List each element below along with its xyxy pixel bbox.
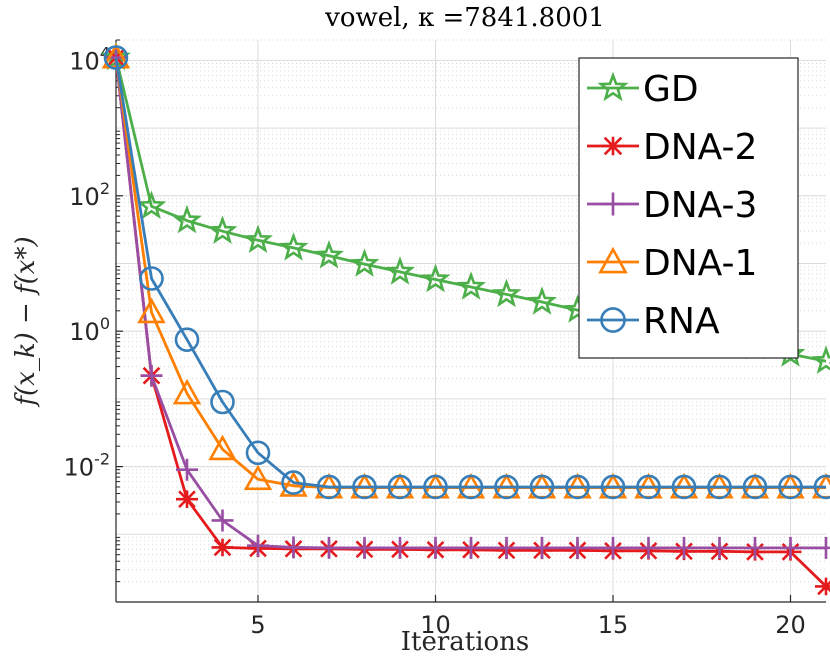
circle-marker [742, 474, 768, 500]
circle-marker [210, 389, 235, 415]
plus-marker [673, 536, 695, 559]
x-tick-label: 10 [420, 611, 451, 639]
star-marker [314, 240, 344, 269]
star-marker [172, 204, 202, 234]
plus-marker [744, 536, 766, 559]
circle-marker [139, 266, 164, 291]
circle-marker [636, 474, 661, 500]
plus-marker [140, 364, 163, 387]
asterisk-marker [601, 136, 625, 156]
circle-marker [529, 474, 555, 500]
plus-marker [282, 536, 305, 559]
star-marker [278, 232, 309, 261]
star-marker [349, 248, 380, 277]
circle-marker [174, 327, 200, 352]
star-marker [207, 215, 238, 244]
circle-marker [423, 474, 448, 500]
plus-marker [566, 536, 589, 559]
x-tick-label: 20 [775, 611, 806, 639]
star-marker [420, 263, 451, 293]
plus-marker [602, 536, 624, 559]
circle-marker [316, 474, 342, 500]
triangle-marker [598, 246, 628, 274]
plus-marker [815, 536, 830, 559]
circle-marker [565, 474, 590, 500]
circle-marker [458, 474, 484, 500]
plus-marker [318, 536, 340, 559]
star-marker [136, 190, 167, 220]
circle-marker [352, 474, 377, 500]
x-axis-label: Iterations [401, 627, 530, 656]
y-tick-label: 10-2 [64, 450, 111, 482]
star-marker [597, 71, 629, 102]
circle-marker [600, 307, 626, 333]
series-lines [101, 41, 830, 596]
legend-label: RNA [643, 301, 720, 342]
asterisk-marker [176, 490, 198, 509]
circle-marker [387, 474, 413, 500]
legend-entry-dna-2: DNA-2 [587, 127, 757, 168]
y-tick-label: 102 [69, 179, 110, 211]
circle-marker [671, 474, 697, 500]
plus-marker [424, 536, 447, 559]
plus-marker [460, 536, 482, 559]
star-marker [811, 345, 830, 374]
circle-marker [245, 440, 271, 466]
star-marker [385, 256, 415, 285]
circle-marker [281, 470, 306, 495]
circle-marker [600, 474, 626, 500]
plus-marker [637, 536, 660, 559]
y-axis-label: f(x_k) − f(x*) [11, 236, 41, 407]
plus-marker [176, 458, 198, 481]
plus-marker [389, 536, 411, 559]
triangle-marker [172, 378, 202, 405]
chart-title: vowel, κ =7841.8001 [324, 3, 605, 33]
circle-marker [494, 474, 519, 500]
plus-marker [779, 536, 802, 559]
plus-marker [495, 536, 518, 559]
circle-marker [778, 474, 803, 500]
triangle-marker [208, 434, 237, 461]
legend-entry-rna: RNA [587, 301, 720, 342]
asterisk-marker [815, 577, 830, 596]
triangle-marker [243, 464, 273, 491]
plus-marker [247, 534, 269, 557]
x-tick-label: 5 [250, 611, 265, 639]
series-rna [103, 45, 830, 500]
legend-label: GD [643, 69, 699, 110]
star-marker [456, 271, 486, 300]
circle-marker [707, 474, 732, 500]
x-tick-label: 15 [598, 611, 629, 639]
series-dna-3 [105, 46, 830, 559]
legend-label: DNA-3 [643, 185, 757, 226]
plus-marker [531, 536, 553, 559]
star-marker [527, 286, 557, 315]
y-tick-label: 100 [69, 314, 110, 346]
legend-entry-dna-1: DNA-1 [587, 243, 757, 284]
triangle-marker [137, 297, 166, 324]
triangle-marker [101, 42, 131, 69]
circle-marker [103, 45, 129, 70]
plus-marker [708, 536, 731, 559]
asterisk-marker [211, 538, 234, 557]
star-marker [491, 278, 522, 308]
legend-label: DNA-2 [643, 127, 757, 168]
legend-entry-gd: GD [587, 69, 699, 110]
plus-marker [211, 509, 234, 532]
plus-marker [601, 192, 625, 216]
plus-marker [353, 536, 376, 559]
star-marker [243, 224, 273, 254]
legend: GD DNA-2 DNA-3 DNA-1 RNA [578, 57, 799, 359]
legend-entry-dna-3: DNA-3 [587, 185, 757, 226]
legend-label: DNA-1 [643, 243, 757, 284]
circle-marker [813, 474, 830, 500]
